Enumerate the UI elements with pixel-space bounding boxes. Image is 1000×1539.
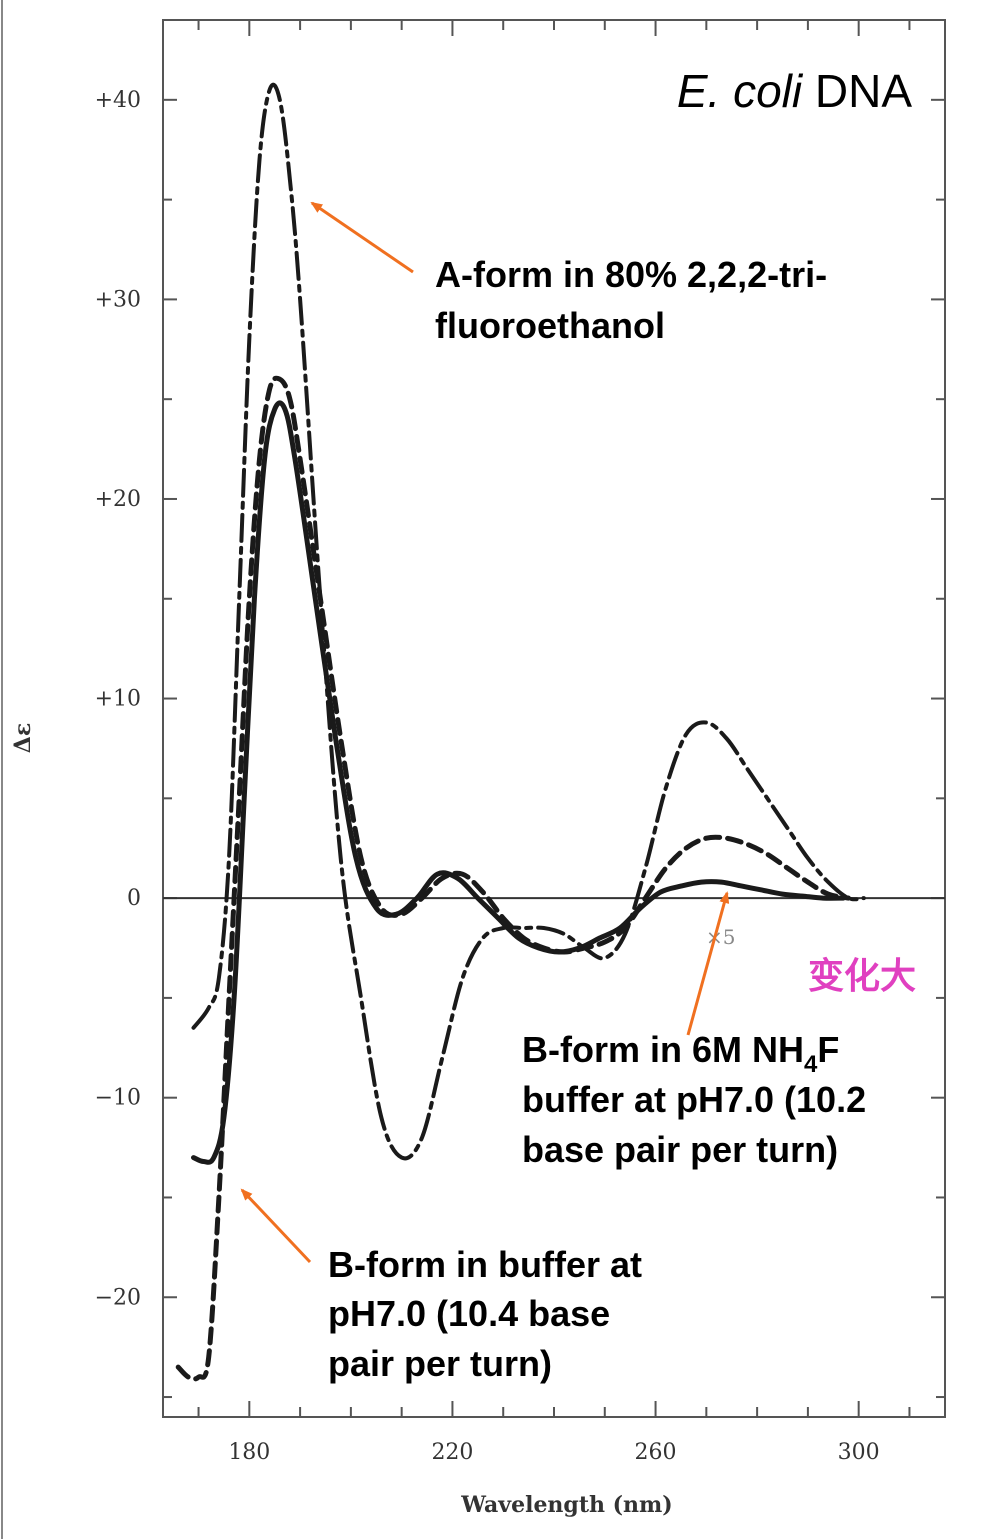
chart-title-italic: E. coli <box>677 65 804 117</box>
axis-ticks <box>163 20 945 1417</box>
y-tick-label: +40 <box>95 88 141 113</box>
y-tick-label: +10 <box>95 687 141 712</box>
series-line-1 <box>191 82 866 1161</box>
y-tick-label: 0 <box>127 886 141 911</box>
annotation-a-form-line1: A-form in 80% 2,2,2-tri- <box>435 254 827 295</box>
annotation-b-form-nh4f-subscript: 4 <box>804 1051 818 1078</box>
series-line-2 <box>175 375 851 1382</box>
annotation-b-form-nh4f-line3: base pair per turn) <box>522 1129 838 1170</box>
arrow-b-form-buffer <box>240 1188 312 1264</box>
x-axis-title: Wavelength (nm) <box>460 1492 672 1518</box>
y-axis-title: Δε <box>10 723 36 753</box>
spectrum-curves <box>175 82 866 1382</box>
y-tick-label: +30 <box>95 287 141 312</box>
annotation-b-form-buffer-line3: pair per turn) <box>328 1343 552 1384</box>
series-line-3 <box>191 400 846 1165</box>
arrow-a-form <box>310 201 414 274</box>
arrow-b-form-nh4f <box>686 891 730 1036</box>
annotation-b-form-nh4f-suffix: F <box>817 1029 839 1070</box>
axis-tick-labels: +40 +30 +20 +10 0 −10 −20 180 220 260 300 <box>95 88 880 1465</box>
y-tick-label: −10 <box>95 1086 141 1111</box>
annotation-b-form-nh4f-prefix: B-form in 6M NH <box>522 1029 804 1070</box>
annotation-b-form-nh4f-line2: buffer at pH7.0 (10.2 <box>522 1079 866 1120</box>
x-tick-label: 220 <box>431 1440 473 1465</box>
y-tick-label: −20 <box>95 1285 141 1310</box>
annotation-a-form-line2: fluoroethanol <box>435 305 665 346</box>
y-tick-label: +20 <box>95 487 141 512</box>
scale-factor-mark: ×5 <box>706 925 735 949</box>
x-tick-label: 300 <box>838 1440 880 1465</box>
x-tick-label: 260 <box>635 1440 677 1465</box>
x-tick-label: 180 <box>228 1440 270 1465</box>
chart-title: E. coli DNA <box>677 65 912 117</box>
chart-title-rest: DNA <box>802 65 912 117</box>
annotation-b-form-nh4f-line1: B-form in 6M NH4F <box>522 1029 839 1078</box>
annotation-b-form-buffer-line2: pH7.0 (10.4 base <box>328 1293 610 1334</box>
annotation-b-form-buffer-line1: B-form in buffer at <box>328 1244 642 1285</box>
handwritten-note: 变化大 <box>808 955 916 997</box>
